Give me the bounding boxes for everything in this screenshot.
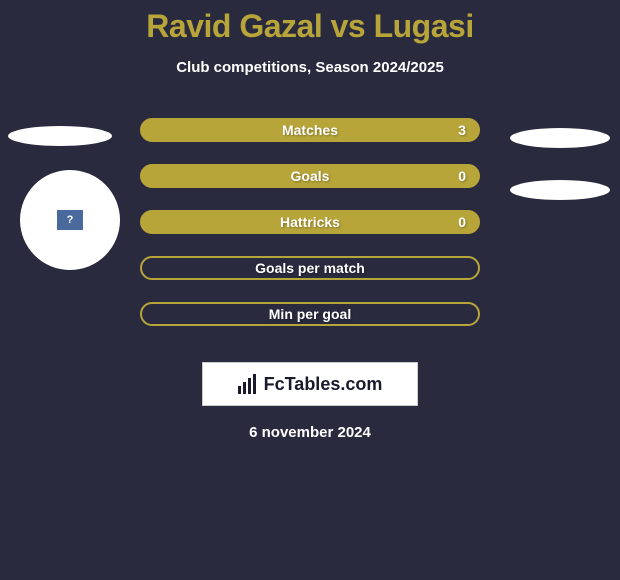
logo-chart-icon [238,374,260,394]
page-title: Ravid Gazal vs Lugasi [0,8,620,45]
date-label: 6 november 2024 [0,424,620,441]
stat-label: Hattricks [280,214,340,230]
stat-value: 3 [458,122,466,138]
decorative-ellipse-right-2 [510,180,610,200]
logo-box: FcTables.com [202,362,418,406]
stat-label: Min per goal [269,306,351,322]
page-subtitle: Club competitions, Season 2024/2025 [0,59,620,76]
avatar-placeholder-icon: ? [57,210,83,230]
stat-row-hattricks: Hattricks 0 [140,210,480,234]
avatar: ? [20,170,120,270]
decorative-ellipse-right-1 [510,128,610,148]
decorative-ellipse-left [8,126,112,146]
stat-label: Matches [282,122,338,138]
logo: FcTables.com [238,374,383,395]
stat-value: 0 [458,168,466,184]
stat-row-matches: Matches 3 [140,118,480,142]
stat-value: 0 [458,214,466,230]
stat-row-goals-per-match: Goals per match [140,256,480,280]
logo-text: FcTables.com [264,374,383,395]
stat-row-min-per-goal: Min per goal [140,302,480,326]
stat-row-goals: Goals 0 [140,164,480,188]
stat-label: Goals [291,168,330,184]
stat-label: Goals per match [255,260,365,276]
